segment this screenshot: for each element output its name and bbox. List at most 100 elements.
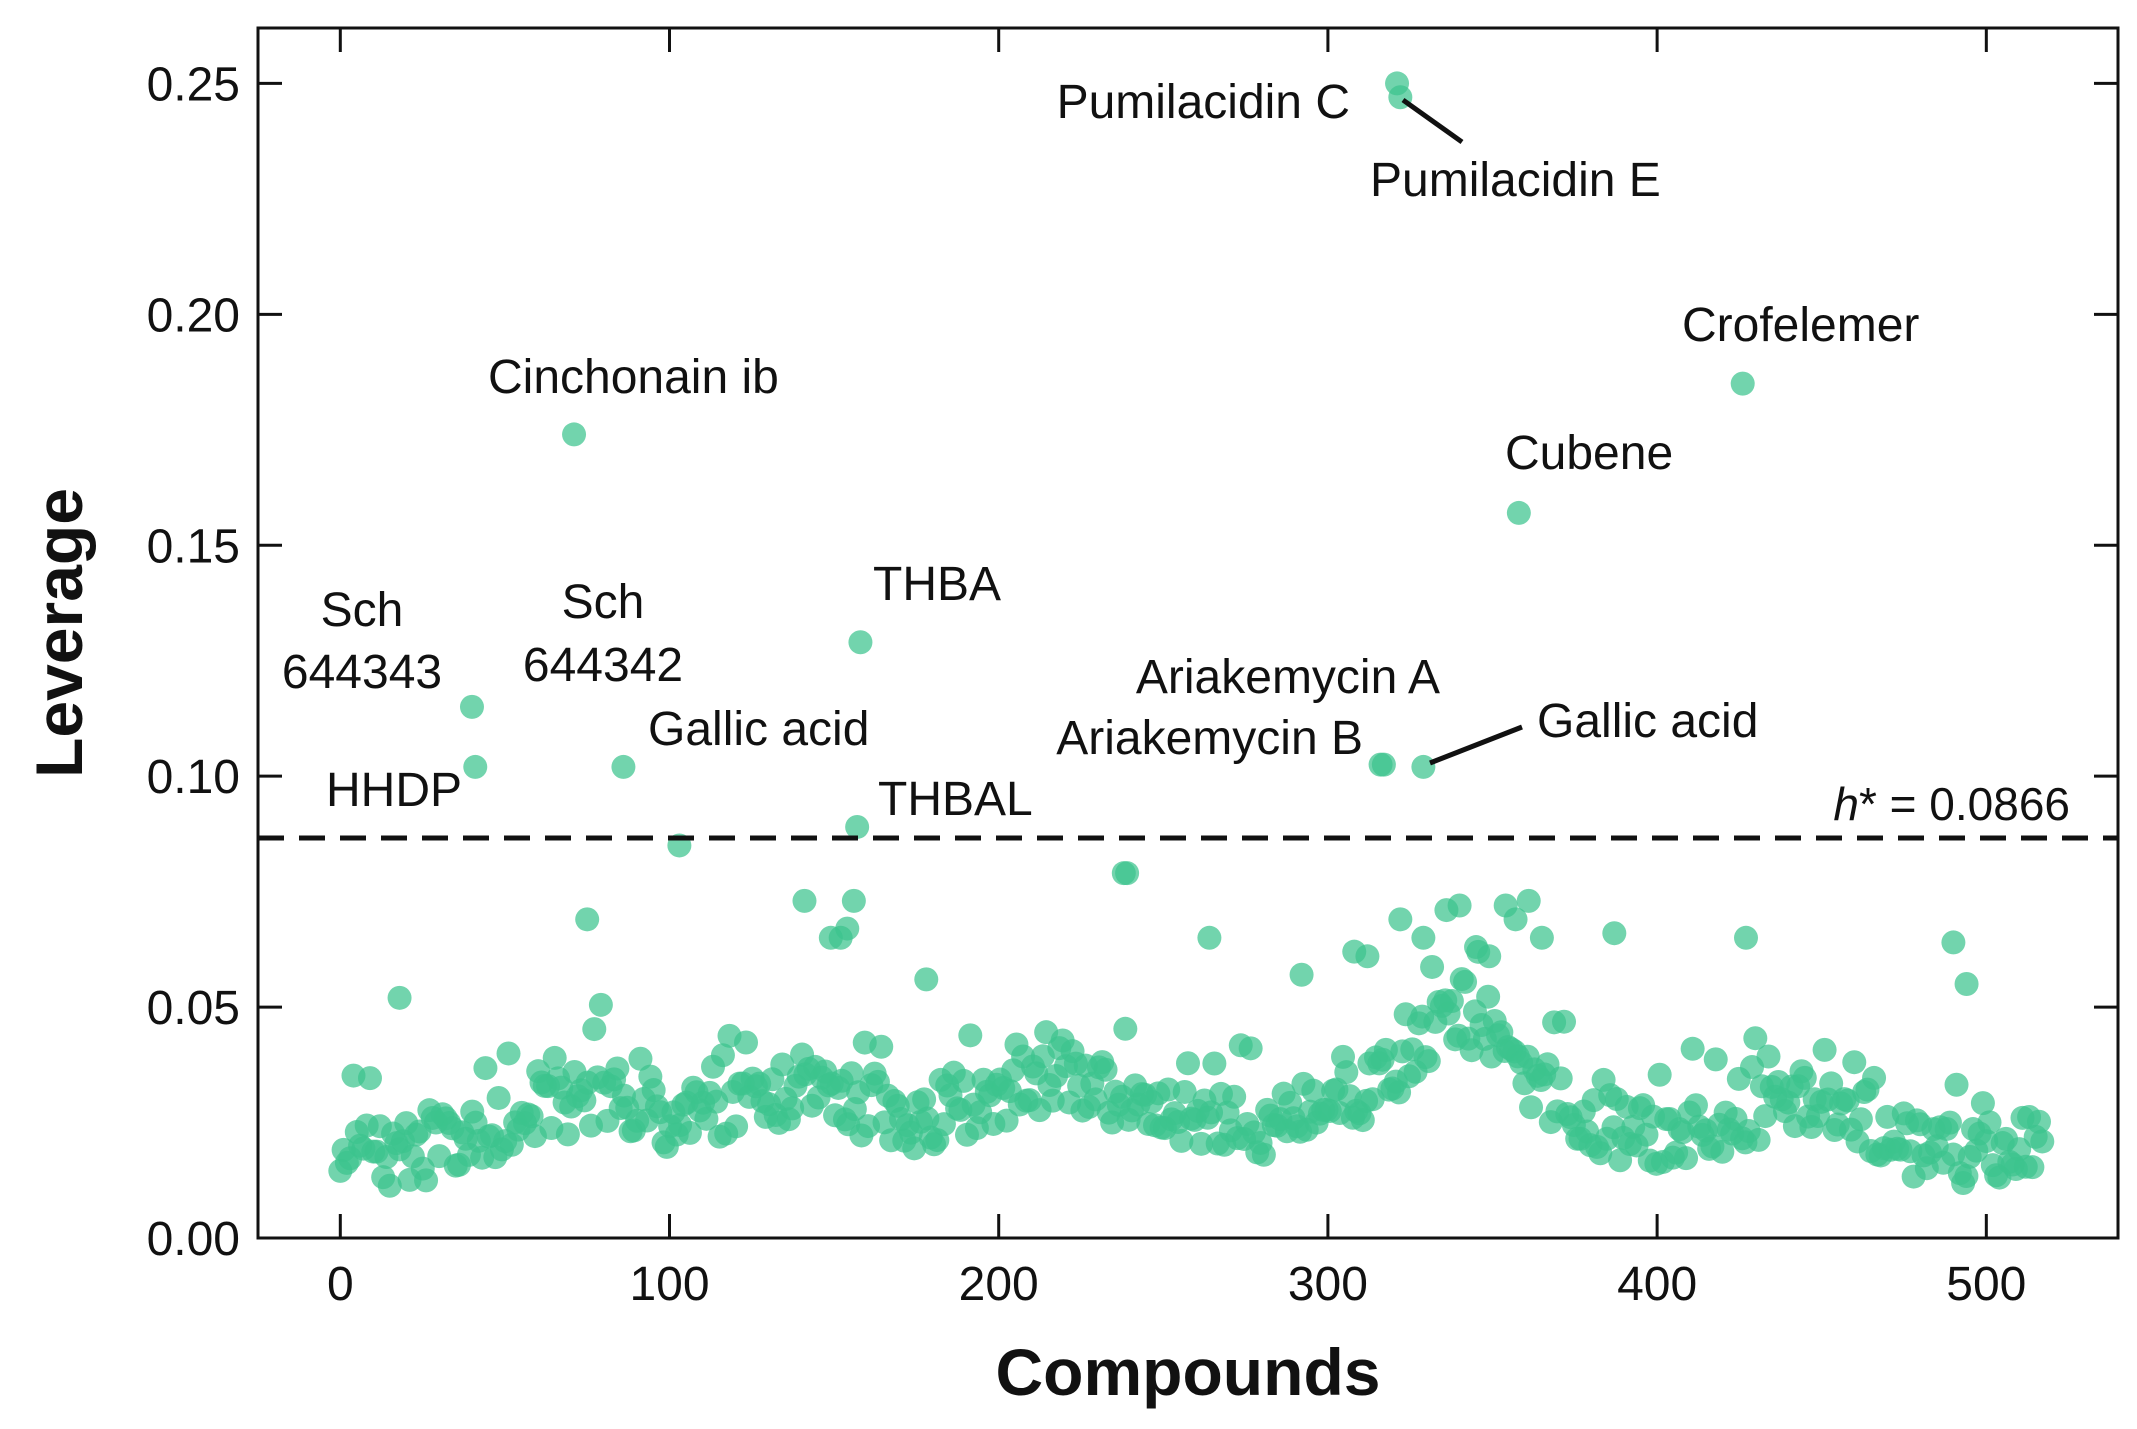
data-point xyxy=(1862,1065,1887,1090)
data-point xyxy=(734,1030,759,1055)
labeled-data-point xyxy=(562,422,587,447)
data-point xyxy=(1647,1062,1672,1087)
data-point xyxy=(1634,1122,1659,1147)
plot-frame xyxy=(256,26,2120,1240)
data-point xyxy=(1416,1049,1441,1074)
point-annotation: Gallic acid xyxy=(648,703,869,756)
data-point xyxy=(1602,921,1627,946)
data-point xyxy=(377,1173,402,1198)
data-point xyxy=(1977,1110,2002,1135)
labeled-data-point xyxy=(463,754,488,779)
data-point xyxy=(1954,1164,1979,1189)
data-point xyxy=(994,1108,1019,1133)
data-point xyxy=(496,1041,521,1066)
data-point xyxy=(1552,1009,1577,1034)
data-point xyxy=(1503,907,1528,932)
annotation-leader-line xyxy=(1429,724,1523,766)
data-point xyxy=(2026,1109,2051,1134)
data-point xyxy=(1411,925,1436,950)
y-tick-label: 0.25 xyxy=(147,58,240,111)
data-point xyxy=(519,1104,544,1129)
y-tick-label: 0.00 xyxy=(147,1213,240,1266)
y-tick-label: 0.10 xyxy=(147,751,240,804)
data-point xyxy=(357,1066,382,1091)
point-annotation: Pumilacidin C xyxy=(1057,76,1350,129)
data-point xyxy=(710,1043,735,1068)
data-point xyxy=(1202,1051,1227,1076)
data-point xyxy=(1175,1051,1200,1076)
data-point xyxy=(486,1085,511,1110)
data-point xyxy=(1842,1050,1867,1075)
y-tick-label: 0.20 xyxy=(147,289,240,342)
data-point xyxy=(1251,1142,1276,1167)
data-point xyxy=(542,1045,567,1070)
threshold-layer: h* = 0.0866 xyxy=(258,778,2118,841)
point-annotation: THBAL xyxy=(878,773,1033,826)
threshold-label: h* = 0.0866 xyxy=(1833,778,2070,830)
data-point xyxy=(780,1096,805,1121)
data-point xyxy=(1115,861,1140,886)
x-tick-label: 0 xyxy=(327,1258,354,1311)
x-tick-label: 200 xyxy=(959,1258,1039,1311)
data-point xyxy=(1334,1060,1359,1085)
data-point xyxy=(1355,944,1380,969)
data-point xyxy=(1734,925,1758,950)
data-point xyxy=(839,1061,864,1086)
x-tick-label: 300 xyxy=(1288,1258,1368,1311)
data-point xyxy=(914,967,939,992)
data-point xyxy=(1477,944,1502,969)
point-annotation: Ariakemycin B xyxy=(1056,712,1363,765)
data-point xyxy=(912,1087,937,1112)
point-annotation: Ariakemycin A xyxy=(1136,651,1440,704)
data-point xyxy=(1519,1095,1544,1120)
labeled-data-point xyxy=(845,814,870,839)
y-tick-label: 0.15 xyxy=(147,520,240,573)
data-point xyxy=(1439,989,1464,1014)
data-point xyxy=(1753,1104,1778,1129)
data-point xyxy=(1169,1128,1194,1153)
data-point xyxy=(1222,1084,1247,1109)
data-point xyxy=(1944,1072,1969,1097)
data-point xyxy=(1941,930,1966,955)
data-point xyxy=(931,1112,956,1137)
data-point xyxy=(1812,1037,1837,1062)
data-point xyxy=(582,1017,607,1042)
data-point xyxy=(1289,962,1314,987)
point-annotation: Cubene xyxy=(1505,427,1673,480)
data-point xyxy=(572,1088,597,1113)
data-point xyxy=(1172,1079,1197,1104)
points-layer xyxy=(328,71,2055,1198)
labeled-data-point xyxy=(1730,371,1755,396)
data-point xyxy=(1970,1091,1995,1116)
data-point xyxy=(841,888,866,913)
point-annotation: Pumilacidin E xyxy=(1370,154,1661,207)
data-point xyxy=(1301,1078,1326,1103)
data-point xyxy=(588,992,613,1017)
data-point xyxy=(1197,925,1222,950)
data-point xyxy=(1703,1047,1728,1072)
data-point xyxy=(1113,1016,1138,1041)
point-annotation: 644343 xyxy=(282,646,442,699)
data-point xyxy=(1447,893,1472,918)
data-point xyxy=(770,1052,795,1077)
data-point xyxy=(1819,1071,1844,1096)
x-tick-label: 100 xyxy=(629,1258,709,1311)
data-point xyxy=(1683,1093,1708,1118)
data-point xyxy=(1954,971,1979,996)
labeled-data-point xyxy=(1411,754,1436,779)
data-point xyxy=(575,907,600,932)
point-annotation: HHDP xyxy=(326,764,462,817)
point-annotation: Gallic acid xyxy=(1537,695,1758,748)
data-point xyxy=(2030,1129,2055,1154)
data-point xyxy=(1756,1044,1781,1069)
data-point xyxy=(1746,1127,1771,1152)
data-point xyxy=(1792,1065,1817,1090)
labeled-data-point xyxy=(848,630,873,655)
data-point xyxy=(828,925,853,950)
data-point xyxy=(1680,1036,1705,1061)
data-point xyxy=(958,1023,983,1048)
data-point xyxy=(1548,1066,1573,1091)
data-point xyxy=(724,1114,749,1139)
x-tick-label: 500 xyxy=(1946,1258,2026,1311)
